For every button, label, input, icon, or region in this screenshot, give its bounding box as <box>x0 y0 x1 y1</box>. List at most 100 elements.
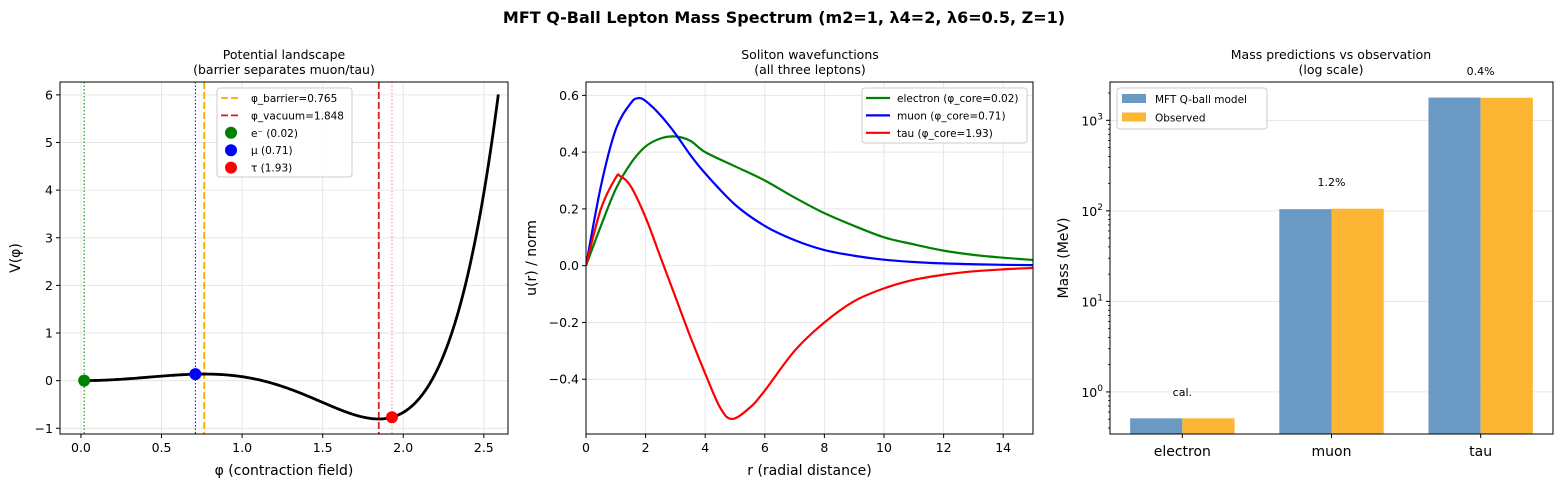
y-tick-label: 0.4 <box>559 145 579 160</box>
legend-marker-swatch <box>225 161 237 174</box>
y-tick-label: 101 <box>1081 293 1103 309</box>
legend-label: φ_vacuum=1.848 <box>251 110 344 122</box>
x-axis-label: φ (contraction field) <box>215 463 354 479</box>
wavefunction-line-muon <box>586 96 1033 267</box>
x-tick-label: 2.5 <box>474 440 494 455</box>
y-tick-label: 102 <box>1081 203 1103 219</box>
subplot-title: Potential landscape <box>223 47 346 62</box>
legend-marker-swatch <box>225 126 237 139</box>
y-axis-label: Mass (MeV) <box>1056 218 1072 299</box>
x-category-label: tau <box>1469 444 1492 460</box>
y-tick-base: 10 <box>1081 204 1097 219</box>
lepton-marker <box>78 374 91 387</box>
lepton-marker <box>189 368 202 381</box>
legend: φ_barrier=0.765 φ_vacuum=1.848 e⁻ (0.02) μ … <box>216 87 353 178</box>
legend-label: e⁻ (0.02) <box>251 128 298 140</box>
potential-curve <box>80 94 500 421</box>
plot-area <box>78 82 500 434</box>
y-tick-base: 10 <box>1081 385 1097 400</box>
legend-label: φ_barrier=0.765 <box>251 93 337 105</box>
bar-muon-model <box>1279 209 1332 434</box>
plot-area <box>586 96 1033 421</box>
x-tick-label: 14 <box>995 440 1011 455</box>
legend-marker-swatch <box>225 144 237 157</box>
legend-patch <box>1122 112 1146 122</box>
x-tick-label: 0.0 <box>71 440 91 455</box>
legend-label: Observed <box>1155 113 1206 125</box>
wavefunction-line-tau <box>586 173 1033 421</box>
y-axis-label: u(r) / norm <box>524 220 540 296</box>
subplot-title: Mass predictions vs observation <box>1231 47 1431 62</box>
x-tick-label: 1.5 <box>313 440 333 455</box>
subplot-title: Soliton wavefunctions <box>741 47 879 62</box>
y-tick-label: 6 <box>45 87 53 102</box>
subplot-3: Mass predictions vs observation(log scal… <box>1056 47 1554 460</box>
legend-label: muon (φ_core=0.71) <box>897 110 1006 122</box>
legend-box <box>1116 87 1268 130</box>
figure-title: MFT Q-Ball Lepton Mass Spectrum (m2=1, λ… <box>503 8 1065 27</box>
legend: electron (φ_core=0.02)muon (φ_core=0.71)… <box>861 87 1028 144</box>
legend-label: electron (φ_core=0.02) <box>897 93 1019 105</box>
legend: MFT Q-ball model Observed <box>1116 87 1268 130</box>
y-tick-label: 0 <box>45 373 53 388</box>
x-category-label: electron <box>1154 444 1211 460</box>
y-tick-label: 100 <box>1081 384 1103 400</box>
subplot-subtitle: (all three leptons) <box>754 62 865 77</box>
subplot-subtitle: (log scale) <box>1299 62 1364 77</box>
legend-label: tau (φ_core=1.93) <box>897 128 993 140</box>
y-tick-label: 3 <box>45 230 53 245</box>
x-tick-label: 4 <box>701 440 709 455</box>
subplot-2: Soliton wavefunctions(all three leptons)… <box>524 47 1034 479</box>
legend-patch <box>1122 94 1146 103</box>
axes-frame <box>59 81 509 435</box>
error-annotation: cal. <box>1173 386 1192 399</box>
bar-electron-observed <box>1182 418 1235 434</box>
y-tick-label: −0.4 <box>549 372 579 387</box>
x-tick-label: 6 <box>761 440 769 455</box>
bar-tau-model <box>1428 97 1481 434</box>
error-annotation: 1.2% <box>1318 176 1346 189</box>
y-tick-base: 10 <box>1081 294 1097 309</box>
legend-label: μ (0.71) <box>251 145 293 157</box>
y-tick-exponent: 0 <box>1097 384 1103 394</box>
y-axis-label: V(φ) <box>8 243 24 273</box>
y-tick-base: 10 <box>1081 113 1097 128</box>
bar-tau-observed <box>1480 97 1533 434</box>
y-tick-label: 1 <box>45 326 53 341</box>
y-tick-label: 0.0 <box>559 258 579 273</box>
x-axis-label: r (radial distance) <box>747 463 871 479</box>
subplot-1: Potential landscape(barrier separates mu… <box>8 47 509 479</box>
x-tick-label: 0 <box>582 440 590 455</box>
legend-box <box>861 87 1028 144</box>
x-tick-label: 10 <box>876 440 892 455</box>
y-tick-label: 4 <box>45 183 53 198</box>
y-tick-label: 5 <box>45 135 53 150</box>
subplot-subtitle: (barrier separates muon/tau) <box>193 62 375 77</box>
legend-label: MFT Q-ball model <box>1155 94 1247 106</box>
x-category-label: muon <box>1312 444 1352 460</box>
axes-frame <box>1109 81 1554 435</box>
y-tick-label: 0.6 <box>559 88 579 103</box>
legend-box <box>216 87 353 178</box>
y-tick-label: −1 <box>35 421 53 436</box>
x-tick-label: 12 <box>936 440 952 455</box>
x-tick-label: 2.0 <box>393 440 413 455</box>
x-tick-label: 2 <box>642 440 650 455</box>
plot-area <box>1130 97 1533 434</box>
y-tick-label: 0.2 <box>559 201 579 216</box>
x-tick-label: 8 <box>820 440 828 455</box>
y-tick-exponent: 2 <box>1097 203 1103 213</box>
y-tick-exponent: 3 <box>1097 112 1103 122</box>
y-tick-exponent: 1 <box>1097 293 1103 303</box>
legend-label: τ (1.93) <box>251 163 292 175</box>
lepton-marker <box>385 411 398 424</box>
x-tick-label: 1.0 <box>232 440 252 455</box>
axes-frame <box>585 81 1034 435</box>
x-tick-label: 0.5 <box>152 440 172 455</box>
wavefunction-line-electron <box>586 135 1033 267</box>
y-tick-label: −0.2 <box>549 315 579 330</box>
bar-muon-observed <box>1331 208 1384 434</box>
y-tick-label: 103 <box>1081 112 1103 128</box>
bar-electron-model <box>1130 418 1183 434</box>
